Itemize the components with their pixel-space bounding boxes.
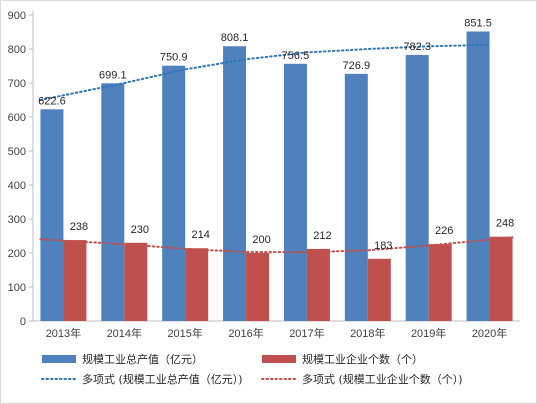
data-label-enterprise-count: 200 — [252, 234, 270, 246]
bar-industrial-output — [162, 65, 186, 321]
data-label-enterprise-count: 183 — [374, 240, 392, 252]
data-label-industrial-output: 808.1 — [221, 32, 249, 44]
bar-industrial-output — [223, 46, 247, 321]
data-label-industrial-output: 782.3 — [403, 41, 431, 53]
data-label-enterprise-count: 212 — [313, 230, 331, 242]
data-label-industrial-output: 756.5 — [282, 50, 310, 62]
y-tick-label: 100 — [8, 282, 26, 294]
bar-enterprise-count — [246, 253, 270, 321]
bar-enterprise-count — [428, 244, 452, 321]
x-tick-label: 2018年 — [350, 326, 385, 340]
x-tick-label: 2013年 — [46, 326, 81, 340]
x-tick-label: 2014年 — [107, 326, 142, 340]
trendline-industrial-output — [39, 43, 491, 101]
x-tick-label: 2015年 — [167, 326, 202, 340]
bar-enterprise-count — [185, 248, 209, 321]
bar-enterprise-count — [367, 258, 391, 321]
y-tick-label: 600 — [8, 112, 26, 124]
legend-swatch — [262, 355, 296, 363]
x-tick-label: 2017年 — [289, 326, 324, 340]
y-tick-label: 200 — [8, 248, 26, 260]
y-tick-label: 0 — [20, 316, 26, 328]
data-labels: 622.6 238 699.1 230 750.9 214 808.1 200 756.5 212… — [38, 17, 514, 251]
data-label-industrial-output: 622.6 — [38, 95, 66, 107]
legend-label: 多项式 (规模工业总产值（亿元）) — [82, 372, 243, 386]
trendlines — [39, 43, 514, 254]
data-label-enterprise-count: 230 — [131, 224, 149, 236]
bar-enterprise-count — [306, 248, 330, 321]
bar-enterprise-count — [489, 236, 513, 321]
legend-swatch — [42, 355, 76, 363]
bar-industrial-output — [405, 55, 429, 321]
y-tick-label: 800 — [8, 44, 26, 56]
legend-label: 规模工业企业个数（个） — [302, 352, 423, 366]
legend-item-industrial-output: 规模工业总产值（亿元） — [42, 352, 203, 366]
x-tick-label: 2020年 — [472, 326, 507, 340]
y-tick-label: 700 — [8, 78, 26, 90]
legend-label: 多项式 (规模工业企业个数（个）) — [302, 372, 463, 386]
data-label-industrial-output: 699.1 — [99, 69, 127, 81]
x-tick-label: 2016年 — [228, 326, 263, 340]
data-label-enterprise-count: 214 — [192, 229, 210, 241]
legend-item-trend-count: 多项式 (规模工业企业个数（个）) — [261, 372, 463, 386]
bar-enterprise-count — [124, 242, 148, 321]
y-tick-label: 500 — [8, 146, 26, 158]
data-label-enterprise-count: 238 — [70, 221, 88, 233]
x-tick-label: 2019年 — [411, 326, 446, 340]
bar-industrial-output — [283, 63, 307, 321]
bars — [40, 31, 513, 322]
data-label-industrial-output: 726.9 — [343, 60, 371, 72]
data-label-enterprise-count: 226 — [435, 225, 453, 237]
legend-label: 规模工业总产值（亿元） — [82, 352, 203, 366]
y-tick-label: 900 — [8, 10, 26, 22]
bar-industrial-output — [466, 31, 490, 322]
bar-enterprise-count — [63, 240, 87, 321]
data-label-industrial-output: 851.5 — [464, 17, 492, 29]
bar-industrial-output — [344, 73, 368, 321]
bar-industrial-output — [101, 83, 125, 321]
legend-item-enterprise-count: 规模工业企业个数（个） — [262, 352, 423, 366]
y-tick-label: 300 — [8, 214, 26, 226]
legend-item-trend-output: 多项式 (规模工业总产值（亿元）) — [41, 372, 243, 386]
y-tick-label: 400 — [8, 180, 26, 192]
trendline-enterprise-count — [39, 236, 514, 254]
legend: 规模工业总产值（亿元） 规模工业企业个数（个） 多项式 (规模工业总产值（亿元）) 多… — [41, 352, 463, 386]
data-label-industrial-output: 750.9 — [160, 52, 188, 64]
bar-industrial-output — [40, 109, 64, 321]
data-label-enterprise-count: 248 — [496, 218, 514, 230]
